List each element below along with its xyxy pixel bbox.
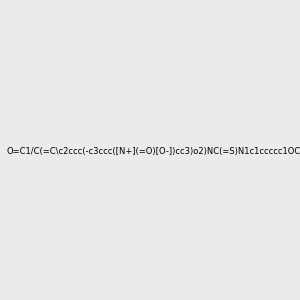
Text: O=C1/C(=C\c2ccc(-c3ccc([N+](=O)[O-])cc3)o2)NC(=S)N1c1ccccc1OC: O=C1/C(=C\c2ccc(-c3ccc([N+](=O)[O-])cc3)… — [7, 147, 300, 156]
